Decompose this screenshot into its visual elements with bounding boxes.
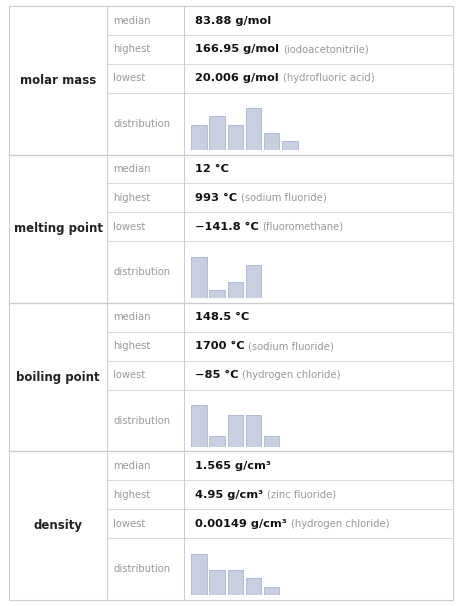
Bar <box>246 265 261 298</box>
Bar <box>246 108 261 150</box>
Bar <box>228 282 243 298</box>
Text: (zinc fluoride): (zinc fluoride) <box>267 490 336 500</box>
Bar <box>264 133 280 150</box>
Text: median: median <box>113 164 151 174</box>
Text: (iodoacetonitrile): (iodoacetonitrile) <box>283 44 369 55</box>
Text: −85 °C: −85 °C <box>195 370 239 381</box>
Bar <box>228 416 243 447</box>
Bar <box>209 436 225 447</box>
Text: lowest: lowest <box>113 519 145 529</box>
Text: density: density <box>34 519 83 532</box>
Text: median: median <box>113 16 151 25</box>
Bar <box>209 116 225 150</box>
Text: 0.00149 g/cm³: 0.00149 g/cm³ <box>195 519 287 529</box>
Text: 148.5 °C: 148.5 °C <box>195 313 249 322</box>
Bar <box>246 416 261 447</box>
Text: 20.006 g/mol: 20.006 g/mol <box>195 73 279 84</box>
Text: (hydrofluoric acid): (hydrofluoric acid) <box>283 73 374 84</box>
Text: (hydrogen chloride): (hydrogen chloride) <box>243 370 341 381</box>
Text: highest: highest <box>113 490 150 500</box>
Bar <box>191 125 207 150</box>
Bar <box>246 579 261 595</box>
Bar <box>264 436 280 447</box>
Text: −141.8 °C: −141.8 °C <box>195 222 259 232</box>
Text: distribution: distribution <box>113 267 170 277</box>
Text: lowest: lowest <box>113 73 145 84</box>
Text: 4.95 g/cm³: 4.95 g/cm³ <box>195 490 263 500</box>
Bar <box>191 553 207 595</box>
Text: 83.88 g/mol: 83.88 g/mol <box>195 16 271 25</box>
Text: distribution: distribution <box>113 564 170 574</box>
Text: highest: highest <box>113 341 150 351</box>
Text: (sodium fluoride): (sodium fluoride) <box>241 193 327 203</box>
Text: 12 °C: 12 °C <box>195 164 229 174</box>
Text: (fluoromethane): (fluoromethane) <box>262 222 344 232</box>
Bar <box>264 587 280 595</box>
Text: 993 °C: 993 °C <box>195 193 237 203</box>
Text: lowest: lowest <box>113 370 145 381</box>
Text: molar mass: molar mass <box>20 74 96 87</box>
Text: 1.565 g/cm³: 1.565 g/cm³ <box>195 461 271 471</box>
Bar <box>209 570 225 595</box>
Bar <box>191 256 207 298</box>
Text: (hydrogen chloride): (hydrogen chloride) <box>291 519 389 529</box>
Text: melting point: melting point <box>13 222 103 235</box>
Text: distribution: distribution <box>113 119 170 128</box>
Text: median: median <box>113 461 151 471</box>
Bar <box>209 290 225 298</box>
Text: 1700 °C: 1700 °C <box>195 341 245 351</box>
Text: (sodium fluoride): (sodium fluoride) <box>249 341 334 351</box>
Bar <box>191 405 207 447</box>
Text: distribution: distribution <box>113 416 170 425</box>
Bar <box>282 141 298 150</box>
Text: boiling point: boiling point <box>16 371 100 384</box>
Text: highest: highest <box>113 44 150 55</box>
Text: highest: highest <box>113 193 150 203</box>
Text: 166.95 g/mol: 166.95 g/mol <box>195 44 279 55</box>
Bar <box>228 570 243 595</box>
Bar <box>228 125 243 150</box>
Text: median: median <box>113 313 151 322</box>
Text: lowest: lowest <box>113 222 145 232</box>
